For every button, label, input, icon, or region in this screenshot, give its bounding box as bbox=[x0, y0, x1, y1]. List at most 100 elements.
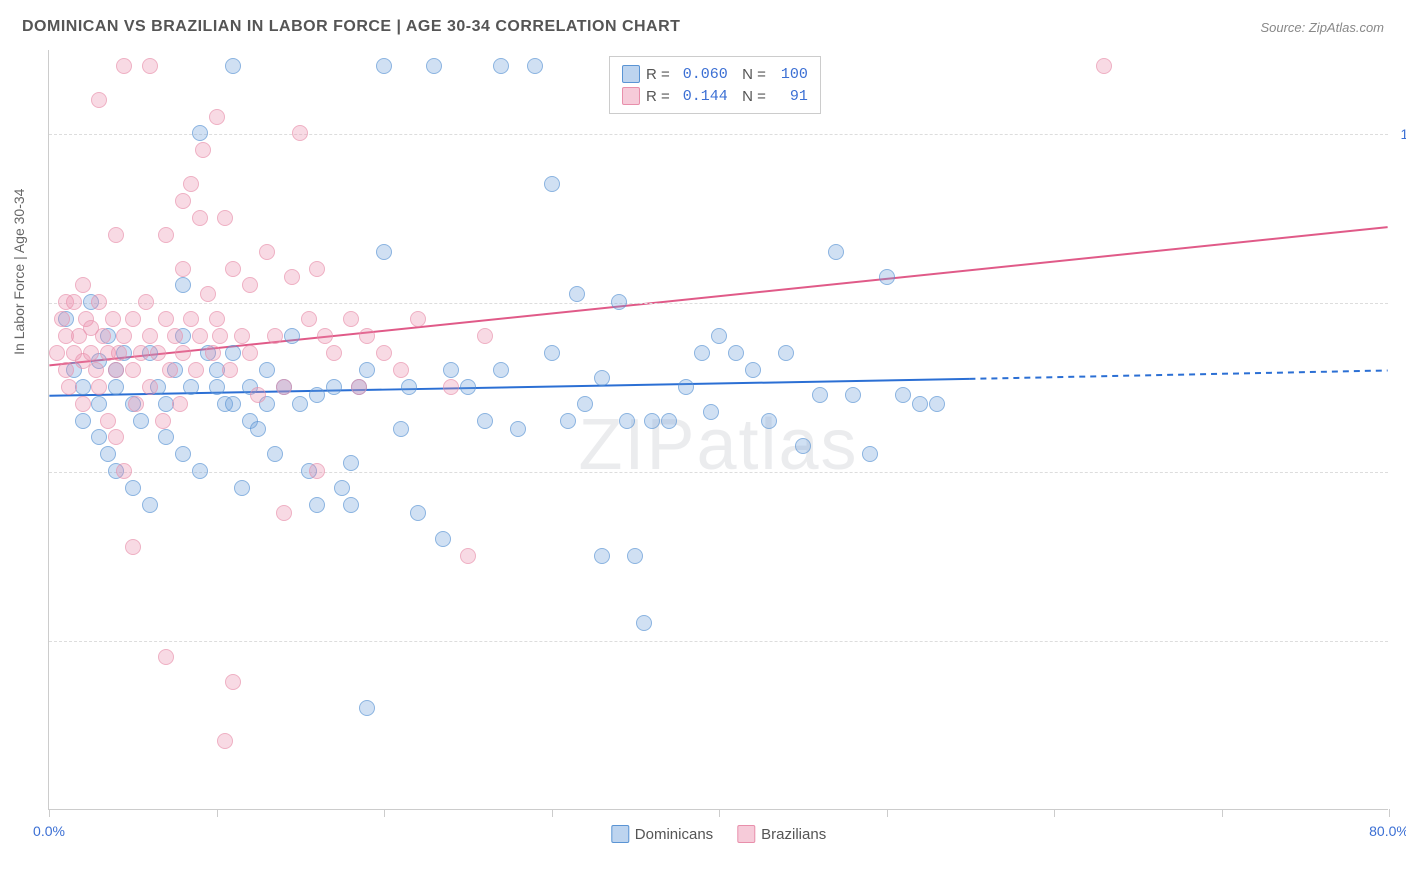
scatter-point bbox=[128, 396, 144, 412]
scatter-point bbox=[611, 294, 627, 310]
y-tick-label: 90.0% bbox=[1393, 295, 1406, 311]
y-tick-label: 100.0% bbox=[1393, 126, 1406, 142]
scatter-point bbox=[225, 396, 241, 412]
scatter-point bbox=[225, 674, 241, 690]
scatter-point bbox=[745, 362, 761, 378]
scatter-point bbox=[443, 379, 459, 395]
y-tick-label: 80.0% bbox=[1393, 464, 1406, 480]
scatter-point bbox=[477, 413, 493, 429]
scatter-point bbox=[895, 387, 911, 403]
scatter-point bbox=[376, 345, 392, 361]
scatter-point bbox=[234, 328, 250, 344]
scatter-point bbox=[477, 328, 493, 344]
scatter-point bbox=[91, 396, 107, 412]
scatter-point bbox=[267, 328, 283, 344]
scatter-point bbox=[309, 463, 325, 479]
scatter-point bbox=[195, 142, 211, 158]
scatter-point bbox=[410, 311, 426, 327]
gridline bbox=[49, 134, 1388, 135]
scatter-point bbox=[309, 497, 325, 513]
scatter-point bbox=[88, 362, 104, 378]
scatter-point bbox=[276, 505, 292, 521]
scatter-point bbox=[703, 404, 719, 420]
scatter-point bbox=[158, 429, 174, 445]
scatter-point bbox=[284, 269, 300, 285]
scatter-point bbox=[426, 58, 442, 74]
scatter-point bbox=[200, 286, 216, 302]
scatter-point bbox=[661, 413, 677, 429]
scatter-point bbox=[544, 345, 560, 361]
scatter-point bbox=[116, 328, 132, 344]
scatter-point bbox=[225, 261, 241, 277]
scatter-point bbox=[242, 345, 258, 361]
scatter-point bbox=[105, 311, 121, 327]
scatter-point bbox=[175, 446, 191, 462]
scatter-point bbox=[209, 311, 225, 327]
legend-row: R = 0.060 N = 100 bbox=[622, 63, 808, 85]
scatter-point bbox=[443, 362, 459, 378]
scatter-point bbox=[116, 58, 132, 74]
scatter-point bbox=[155, 413, 171, 429]
scatter-point bbox=[91, 429, 107, 445]
scatter-point bbox=[158, 311, 174, 327]
scatter-point bbox=[133, 413, 149, 429]
series-legend-label: Brazilians bbox=[761, 826, 826, 843]
scatter-point bbox=[879, 269, 895, 285]
legend-row: R = 0.144 N = 91 bbox=[622, 85, 808, 107]
scatter-point bbox=[49, 345, 65, 361]
scatter-point bbox=[929, 396, 945, 412]
scatter-point bbox=[125, 480, 141, 496]
scatter-point bbox=[544, 176, 560, 192]
scatter-point bbox=[1096, 58, 1112, 74]
source-label: Source: ZipAtlas.com bbox=[1260, 20, 1384, 35]
scatter-point bbox=[326, 379, 342, 395]
scatter-point bbox=[351, 379, 367, 395]
scatter-point bbox=[192, 328, 208, 344]
scatter-point bbox=[91, 379, 107, 395]
scatter-point bbox=[292, 396, 308, 412]
x-tick bbox=[719, 809, 720, 817]
scatter-point bbox=[138, 294, 154, 310]
x-tick bbox=[1054, 809, 1055, 817]
scatter-point bbox=[250, 421, 266, 437]
scatter-point bbox=[569, 286, 585, 302]
scatter-point bbox=[393, 362, 409, 378]
legend-r-label: R = bbox=[646, 88, 670, 105]
scatter-point bbox=[192, 210, 208, 226]
scatter-point bbox=[460, 548, 476, 564]
scatter-point bbox=[175, 261, 191, 277]
scatter-point bbox=[58, 294, 74, 310]
scatter-point bbox=[401, 379, 417, 395]
scatter-point bbox=[678, 379, 694, 395]
scatter-point bbox=[83, 345, 99, 361]
scatter-point bbox=[175, 277, 191, 293]
scatter-point bbox=[845, 387, 861, 403]
y-axis-label: In Labor Force | Age 30-34 bbox=[11, 188, 27, 354]
scatter-point bbox=[309, 387, 325, 403]
scatter-point bbox=[250, 387, 266, 403]
scatter-point bbox=[435, 531, 451, 547]
y-tick-label: 70.0% bbox=[1393, 633, 1406, 649]
x-tick bbox=[49, 809, 50, 817]
scatter-point bbox=[125, 311, 141, 327]
scatter-point bbox=[644, 413, 660, 429]
scatter-point bbox=[175, 345, 191, 361]
scatter-point bbox=[636, 615, 652, 631]
scatter-point bbox=[828, 244, 844, 260]
scatter-point bbox=[460, 379, 476, 395]
scatter-point bbox=[317, 328, 333, 344]
scatter-point bbox=[728, 345, 744, 361]
scatter-point bbox=[292, 125, 308, 141]
scatter-point bbox=[150, 345, 166, 361]
scatter-point bbox=[594, 548, 610, 564]
scatter-point bbox=[301, 311, 317, 327]
scatter-point bbox=[217, 733, 233, 749]
scatter-point bbox=[209, 379, 225, 395]
scatter-point bbox=[158, 227, 174, 243]
legend-swatch bbox=[737, 825, 755, 843]
scatter-point bbox=[142, 328, 158, 344]
scatter-point bbox=[108, 227, 124, 243]
gridline bbox=[49, 303, 1388, 304]
scatter-point bbox=[91, 294, 107, 310]
scatter-point bbox=[108, 362, 124, 378]
